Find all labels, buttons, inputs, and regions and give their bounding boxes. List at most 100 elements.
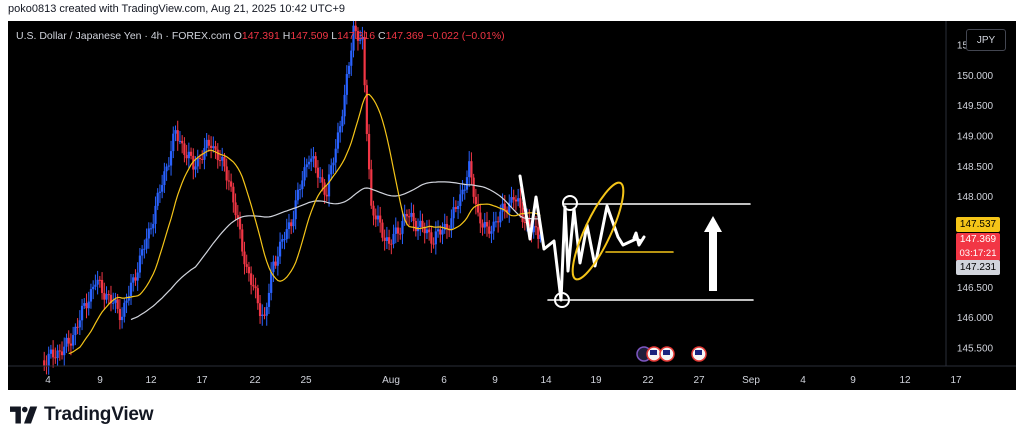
chart-panel[interactable]: 150.500150.000149.500149.000148.500148.0… <box>8 21 1016 390</box>
candle <box>414 220 417 232</box>
symbol-title: U.S. Dollar / Japanese Yen · 4h · FOREX.… <box>16 30 231 42</box>
candle <box>497 221 500 223</box>
candle <box>390 243 393 245</box>
tradingview-logo[interactable]: TradingView <box>10 404 154 426</box>
candle <box>290 222 293 227</box>
candle <box>537 227 540 239</box>
candle <box>327 174 331 197</box>
time-tick-label: 17 <box>950 375 962 386</box>
candle <box>187 151 190 159</box>
close-value: 147.369 <box>385 30 424 42</box>
candle <box>419 220 422 227</box>
candle <box>396 227 400 234</box>
candle <box>499 211 502 223</box>
candle <box>143 248 146 250</box>
time-tick-label: 22 <box>642 375 654 386</box>
candle <box>281 239 284 242</box>
bottom-circle-marker <box>554 292 570 308</box>
candle <box>198 157 202 159</box>
open-value: 147.391 <box>241 30 280 42</box>
candle <box>63 346 66 356</box>
candle <box>341 116 344 127</box>
candle <box>408 216 411 218</box>
candle <box>472 177 475 197</box>
candle <box>314 156 317 168</box>
candle <box>294 200 297 220</box>
candle <box>254 286 257 289</box>
candle <box>265 306 268 316</box>
candle <box>307 161 311 165</box>
candle <box>252 284 255 287</box>
candle <box>488 226 491 234</box>
candle <box>69 343 73 346</box>
candle <box>138 255 141 273</box>
low-value: 147.316 <box>337 30 376 42</box>
time-tick-label: Sep <box>742 375 760 386</box>
candle <box>292 219 295 227</box>
price-chart[interactable]: 150.500150.000149.500149.000148.500148.0… <box>8 21 1016 390</box>
candle <box>383 237 386 241</box>
candle <box>245 264 248 267</box>
candle <box>165 166 168 172</box>
candle <box>376 215 380 220</box>
candle <box>236 215 239 219</box>
candle <box>227 180 230 182</box>
candle <box>163 171 166 186</box>
candle <box>94 284 97 287</box>
top-circle-marker <box>562 195 578 211</box>
candles-layer <box>43 21 542 375</box>
candle <box>523 222 526 224</box>
candle <box>399 233 402 235</box>
candle <box>218 160 222 162</box>
candle <box>141 249 144 256</box>
candle <box>459 194 462 206</box>
candle <box>278 241 282 257</box>
candle <box>388 237 391 244</box>
candle <box>65 337 68 347</box>
change-value: −0.022 (−0.01%) <box>426 30 505 42</box>
candle <box>392 233 395 244</box>
candle <box>207 139 210 146</box>
candle <box>481 223 484 228</box>
candle <box>261 314 264 317</box>
price-tick-label: 148.500 <box>957 162 994 173</box>
candle <box>479 212 482 224</box>
candle <box>256 288 259 304</box>
chart-caption: poko0813 created with TradingView.com, A… <box>8 3 346 15</box>
candle <box>189 151 193 156</box>
candle <box>492 221 495 232</box>
tradingview-logo-icon <box>10 406 38 424</box>
candle <box>167 165 170 167</box>
candle <box>299 189 302 191</box>
last-price-tag: 147.369 03:17:21 <box>956 233 1000 261</box>
candle <box>221 156 224 161</box>
currency-button[interactable]: JPY <box>966 29 1006 51</box>
candle <box>98 279 101 281</box>
candle <box>505 209 509 213</box>
candle <box>343 94 346 117</box>
candle <box>436 229 440 232</box>
candle <box>425 229 429 234</box>
candle <box>212 146 215 148</box>
brand-name: TradingView <box>44 404 154 425</box>
high-label: H <box>282 30 291 42</box>
candle <box>56 350 59 358</box>
candle <box>247 266 251 274</box>
candle <box>345 74 348 95</box>
price-tick-label: 145.500 <box>957 343 994 354</box>
candle <box>465 177 469 190</box>
candle <box>156 192 159 206</box>
candle <box>445 223 449 229</box>
candle <box>276 256 279 266</box>
events-row <box>636 346 707 362</box>
candle <box>363 36 366 86</box>
candle <box>508 202 511 213</box>
candle <box>463 189 466 191</box>
candle <box>452 207 455 219</box>
candle <box>456 205 460 209</box>
candle <box>203 148 206 160</box>
candle <box>367 133 371 170</box>
candle <box>92 286 95 290</box>
candle <box>454 207 457 209</box>
ma-slow-price-tag: 147.231 <box>956 260 1000 275</box>
